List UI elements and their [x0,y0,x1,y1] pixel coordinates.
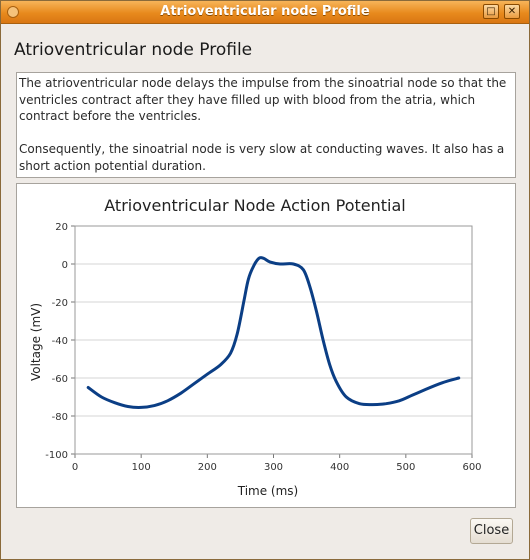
y-tick-label-0: 20 [55,222,68,233]
description-textbox: The atrioventricular node delays the imp… [16,72,516,178]
action-potential-chart: Atrioventricular Node Action Potential 2… [29,196,482,498]
x-tick-label-4: 400 [330,462,349,473]
series-line-0 [86,256,461,409]
y-tick-labels: 20 0 -20 -40 -60 -80 -100 [45,222,68,461]
x-tick-label-0: 0 [72,462,78,473]
chart-series [86,256,461,409]
y-tick-label-1: 0 [62,260,68,271]
x-tick-label-1: 100 [132,462,151,473]
plot-area-border [74,225,473,455]
maximize-button[interactable]: □ [483,4,499,19]
window-menu-icon[interactable] [7,6,19,18]
y-axis-label: Voltage (mV) [29,303,43,381]
y-tick-label-4: -60 [52,374,68,385]
x-tick-label-5: 500 [396,462,415,473]
window-close-button[interactable]: ✕ [504,4,520,19]
chart-grid [75,225,472,455]
close-button[interactable]: Close [470,518,513,544]
description-paragraph-2: Consequently, the sinoatrial node is ver… [19,142,505,173]
x-tick-label-6: 600 [462,462,481,473]
x-tick-label-2: 200 [198,462,217,473]
title-bar[interactable]: Atrioventricular node Profile □ ✕ [1,1,529,24]
x-tick-label-3: 300 [264,462,283,473]
description-paragraph-1: The atrioventricular node delays the imp… [19,76,507,123]
y-tick-label-6: -100 [45,450,68,461]
chart-panel: Atrioventricular Node Action Potential 2… [16,183,516,508]
x-axis-label: Time (ms) [237,484,299,498]
chart-axes [71,225,473,458]
chart-title: Atrioventricular Node Action Potential [104,196,405,215]
window-title: Atrioventricular node Profile [160,4,370,19]
y-tick-label-3: -40 [52,336,68,347]
x-tick-labels: 0 100 200 300 400 500 600 [72,462,482,473]
page-title: Atrioventricular node Profile [14,40,253,60]
y-tick-label-2: -20 [52,298,68,309]
y-tick-label-5: -80 [52,412,68,423]
